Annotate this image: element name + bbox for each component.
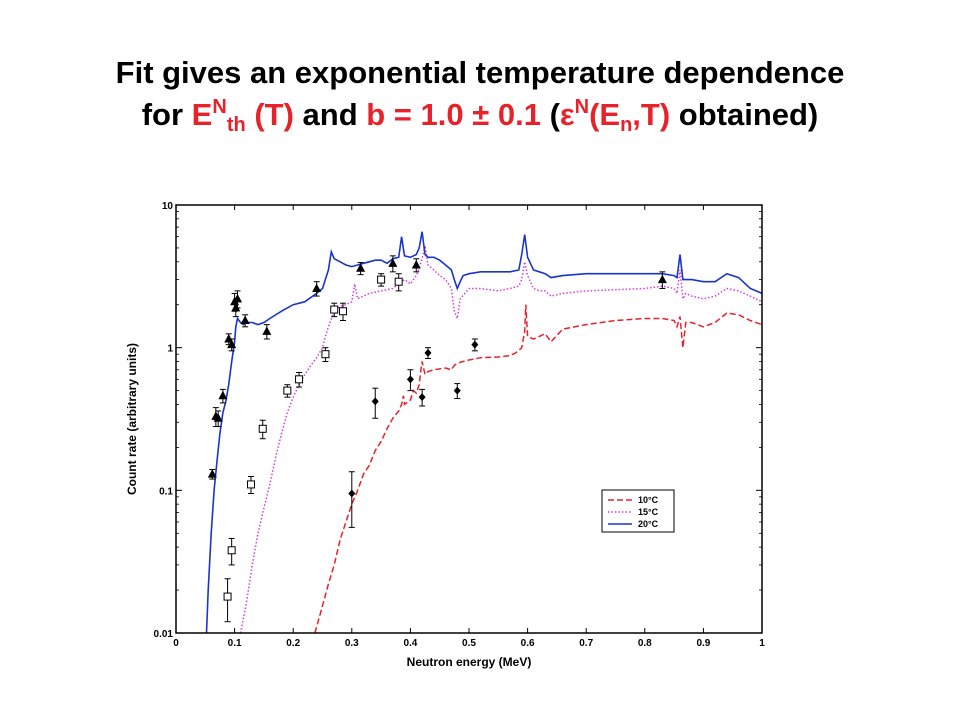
x-tick-label: 0.8 — [638, 638, 652, 649]
data-point-square — [258, 424, 267, 433]
plot-frame — [175, 204, 763, 634]
y-tick-label: 0.1 — [159, 486, 173, 497]
title-line-1: Fit gives an exponential temperature dep… — [115, 55, 845, 90]
e-threshold-arg: (T) — [245, 97, 294, 132]
y-tick-label: 1 — [167, 344, 173, 355]
data-point-triangle — [227, 339, 237, 349]
data-point-diamond — [406, 375, 414, 384]
x-tick-label: 0.6 — [521, 638, 535, 649]
x-tick-label: 0.5 — [462, 638, 476, 649]
data-point-square — [247, 480, 256, 489]
data-point-diamond — [471, 340, 479, 349]
legend-box — [601, 489, 675, 533]
e-threshold-subscript: th — [226, 114, 246, 136]
data-point-square — [377, 275, 386, 284]
series-line-0 — [314, 304, 763, 634]
data-point-diamond — [453, 386, 461, 395]
efficiency-args-close: ,T) — [632, 97, 671, 132]
legend-label-2: 20°C — [638, 519, 659, 529]
efficiency-symbol: ε — [559, 97, 575, 132]
data-point-triangle — [388, 258, 398, 267]
x-tick-label: 0.7 — [579, 638, 593, 649]
title-efficiency: εN(En,T) — [559, 96, 671, 135]
data-point-diamond — [418, 393, 426, 402]
x-tick-label: 0.2 — [286, 638, 300, 649]
data-point-diamond — [371, 397, 379, 406]
data-point-square — [339, 307, 348, 316]
data-point-triangle — [262, 326, 272, 335]
legend-label-1: 15°C — [638, 507, 659, 517]
x-tick-label: 0.9 — [696, 638, 710, 649]
x-axis-label: Neutron energy (MeV) — [407, 655, 532, 669]
slide-title: Fit gives an exponential temperature dep… — [0, 52, 960, 136]
data-point-square — [330, 305, 339, 314]
series-line-1 — [239, 245, 763, 634]
data-point-square — [295, 375, 304, 384]
title-text-and: and — [293, 97, 367, 132]
efficiency-superscript: N — [574, 96, 590, 118]
data-point-square — [321, 350, 330, 359]
data-point-triangle — [224, 334, 234, 343]
chart-markers — [207, 255, 667, 623]
data-point-triangle — [218, 390, 228, 400]
y-tick-label: 0.01 — [154, 629, 174, 640]
title-text-tail: obtained) — [670, 97, 819, 132]
x-tick-label: 0.3 — [345, 638, 359, 649]
title-open-paren: ( — [540, 97, 560, 132]
chart-legend: 10°C 15°C 20°C — [601, 489, 675, 533]
efficiency-args-open: (E — [589, 97, 621, 132]
y-axis-label: Count rate (arbitrary units) — [125, 343, 139, 495]
data-point-triangle — [356, 263, 366, 272]
x-tick-label: 0 — [173, 638, 179, 649]
data-point-triangle — [207, 469, 217, 478]
title-b-value: b = 1.0 ± 0.1 — [366, 97, 541, 132]
data-point-triangle — [411, 259, 421, 269]
x-tick-label: 0.4 — [403, 638, 417, 649]
x-tick-label: 1 — [759, 638, 765, 649]
data-point-triangle — [213, 413, 223, 422]
title-text-for: for — [141, 97, 192, 132]
efficiency-subscript: n — [620, 114, 633, 136]
e-threshold-superscript: N — [212, 96, 227, 118]
title-line-2: for ENth (T) and b = 1.0 ± 0.1 (εN(En,T)… — [141, 96, 819, 135]
chart-ticks: 0 0.1 0.2 0.3 0.4 0.5 0.6 0.7 0.8 0.9 1 0.01 0.1 1 10 — [154, 201, 766, 649]
data-point-square — [283, 386, 292, 395]
y-tick-label: 10 — [162, 201, 174, 212]
data-point-diamond — [424, 348, 432, 357]
data-point-triangle — [231, 302, 241, 312]
data-point-square — [394, 277, 403, 286]
e-threshold-base: E — [191, 97, 213, 132]
title-e-threshold: ENth (T) — [191, 96, 294, 135]
chart-series — [205, 231, 763, 634]
x-tick-label: 0.1 — [228, 638, 242, 649]
data-point-diamond — [348, 489, 356, 498]
data-point-triangle — [312, 283, 322, 292]
data-point-triangle — [240, 315, 250, 325]
series-line-2 — [205, 231, 763, 634]
data-point-square — [227, 546, 236, 555]
data-point-triangle — [657, 274, 667, 284]
data-point-square — [223, 592, 232, 601]
legend-label-0: 10°C — [638, 495, 659, 505]
